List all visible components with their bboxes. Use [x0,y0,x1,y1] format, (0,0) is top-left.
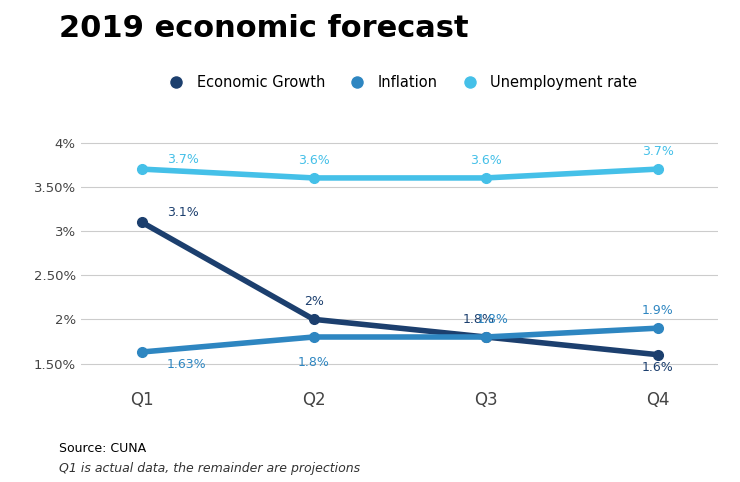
Text: 2019 economic forecast: 2019 economic forecast [59,14,469,43]
Text: 3.1%: 3.1% [166,206,198,219]
Text: Source: CUNA: Source: CUNA [59,442,147,455]
Text: 3.6%: 3.6% [470,154,502,167]
Text: 1.63%: 1.63% [166,358,206,371]
Text: 1.6%: 1.6% [642,361,673,374]
Text: Q1 is actual data, the remainder are projections: Q1 is actual data, the remainder are pro… [59,462,360,475]
Text: 3.7%: 3.7% [642,145,673,158]
Text: 1.8%: 1.8% [462,313,494,326]
Text: 2%: 2% [303,295,323,308]
Text: 1.8%: 1.8% [297,357,329,369]
Text: 1.9%: 1.9% [642,304,673,317]
Text: 1.8%: 1.8% [477,313,508,326]
Legend: Economic Growth, Inflation, Unemployment rate: Economic Growth, Inflation, Unemployment… [156,69,643,96]
Text: 3.6%: 3.6% [297,154,329,167]
Text: 3.7%: 3.7% [166,153,198,166]
